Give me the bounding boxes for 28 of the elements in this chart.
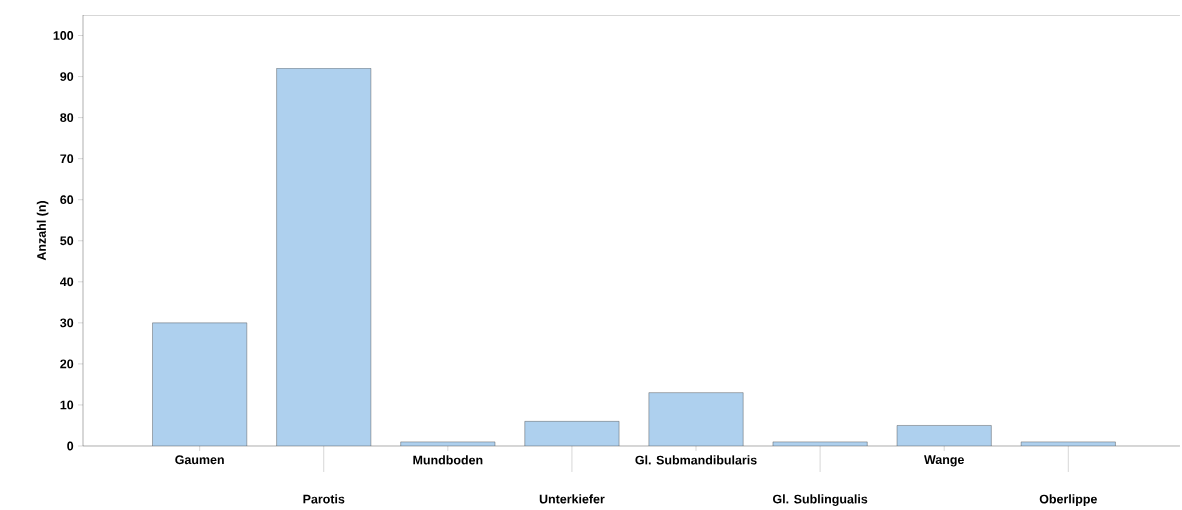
y-tick-label: 90 [60,72,74,81]
bar [152,322,248,446]
y-tick-label: 100 [53,31,74,40]
y-tick-label: 50 [60,236,74,246]
x-tick-label: Mundboden [413,455,483,465]
y-tick-label: 10 [60,400,74,410]
bar [400,441,496,446]
y-tick-label: 20 [60,359,74,369]
x-tick-label: Oberlippe [1039,494,1097,506]
x-tick-label: Parotis [303,494,345,504]
y-tick-label: 0 [67,441,74,451]
y-tick-label: 70 [60,154,74,163]
y-tick-label: 60 [60,195,74,205]
x-tick-label: Gl. Sublingualis [773,494,868,506]
y-tick-label: 40 [60,277,74,287]
x-tick-label: Unterkiefer [539,494,605,504]
y-axis-title: Anzahl (n) [36,200,49,261]
x-tick-label: Gaumen [175,455,224,465]
x-tick-label: Wange [924,455,964,467]
bar [648,392,744,446]
bar [896,425,992,446]
y-tick-label: 80 [60,113,74,122]
y-tick-label: 30 [60,318,74,328]
x-tick-label: Gl. Submandibularis [635,455,757,465]
bar [524,421,620,446]
bar [772,441,868,446]
bar [276,68,372,446]
bar [1020,441,1116,446]
